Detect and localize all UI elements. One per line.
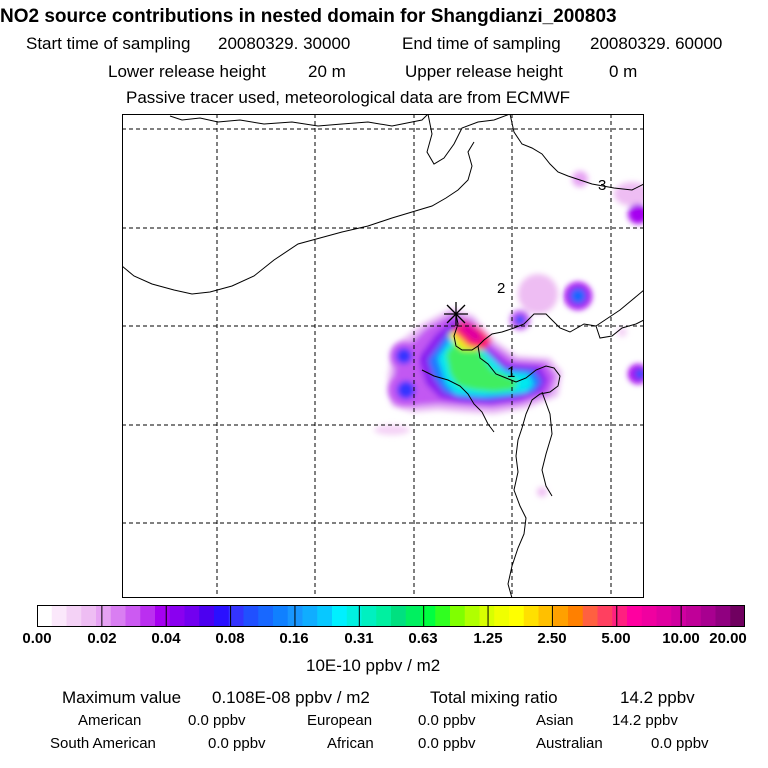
colorbar-swatch (420, 605, 436, 627)
total-mixing-value: 14.2 ppbv (620, 688, 695, 707)
colorbar-swatch (81, 605, 97, 627)
colorbar-tick-label: 20.00 (709, 630, 747, 647)
region-name: African (327, 735, 374, 752)
region-value: 0.0 ppbv (418, 735, 476, 752)
coastline-borders (122, 114, 644, 598)
colorbar-swatch (184, 605, 200, 627)
chart-title: NO2 source contributions in nested domai… (0, 6, 617, 27)
colorbar-swatch (66, 605, 82, 627)
region-name: Australian (536, 735, 603, 752)
colorbar-swatch (435, 605, 451, 627)
colorbar-tick-label: 1.25 (473, 630, 503, 647)
colorbar-swatch (258, 605, 274, 627)
colorbar-swatch (391, 605, 407, 627)
colorbar-swatch (582, 605, 598, 627)
lower-height-label: Lower release height (108, 62, 266, 81)
colorbar-swatch (317, 605, 333, 627)
colorbar-swatch (656, 605, 672, 627)
colorbar-swatch (597, 605, 613, 627)
map-frame (122, 114, 644, 598)
colorbar-frame (37, 605, 745, 627)
colorbar-swatch (686, 605, 702, 627)
colorbar-tick-label: 2.50 (537, 630, 567, 647)
colorbar-swatch (641, 605, 657, 627)
colorbar-swatch (110, 605, 126, 627)
colorbar-tick-label: 0.00 (22, 630, 52, 647)
total-mixing-label: Total mixing ratio (430, 688, 558, 707)
upper-height-label: Upper release height (405, 62, 563, 81)
colorbar-swatch (332, 605, 348, 627)
plume-west-lobes (374, 342, 420, 435)
colorbar-tick-label: 10.00 (662, 630, 700, 647)
colorbar-swatch (450, 605, 466, 627)
colorbar-swatch (700, 605, 716, 627)
colorbar-swatch (509, 605, 525, 627)
colorbar-swatch (376, 605, 392, 627)
colorbar-swatch (273, 605, 289, 627)
map-panel (122, 114, 644, 598)
lower-height-value: 20 m (308, 62, 346, 81)
map-background (122, 114, 644, 598)
colorbar-unit: 10E-10 ppbv / m2 (306, 656, 441, 675)
colorbar-swatch (140, 605, 156, 627)
colorbar-tick-label: 5.00 (601, 630, 631, 647)
tracer-note: Passive tracer used, meteorological data… (126, 88, 571, 107)
colorbar-swatch (214, 605, 230, 627)
start-time-value: 20080329. 30000 (218, 34, 351, 53)
region-value: 14.2 ppbv (612, 712, 678, 729)
colorbar-swatch (155, 605, 171, 627)
colorbar-tick-label: 0.08 (215, 630, 245, 647)
receptor-star-icon (444, 302, 468, 326)
colorbar-swatch (538, 605, 554, 627)
region-name: Asian (536, 712, 574, 729)
grid-lines (122, 114, 644, 598)
region-name: European (307, 712, 373, 729)
upper-height-value: 0 m (609, 62, 638, 81)
colorbar-swatch (302, 605, 318, 627)
colorbar-swatch (96, 605, 112, 627)
marker-label-3: 3 (598, 177, 607, 194)
colorbar-swatch (671, 605, 687, 627)
region-value: 0.0 ppbv (208, 735, 266, 752)
colorbar-tick-label: 0.04 (151, 630, 181, 647)
colorbar-tick-label: 0.16 (279, 630, 309, 647)
marker-label-1: 1 (507, 364, 516, 381)
colorbar-swatch (464, 605, 480, 627)
colorbar-tick-label: 0.31 (344, 630, 374, 647)
colorbar-tick-label: 0.02 (87, 630, 117, 647)
colorbar-swatch (361, 605, 377, 627)
colorbar-swatch (243, 605, 259, 627)
end-time-label: End time of sampling (402, 34, 561, 53)
marker-label-2: 2 (497, 280, 506, 297)
region-name: American (78, 712, 142, 729)
colorbar-swatch (730, 605, 745, 627)
colorbar (37, 605, 745, 627)
colorbar-swatch (228, 605, 244, 627)
colorbar-tick-label: 0.63 (408, 630, 438, 647)
colorbar-swatch (199, 605, 215, 627)
region-value: 0.0 ppbv (418, 712, 476, 729)
max-value: 0.108E-08 ppbv / m2 (212, 688, 370, 707)
max-value-label: Maximum value (62, 688, 182, 707)
colorbar-swatch (125, 605, 141, 627)
colorbar-swatch (568, 605, 584, 627)
region-value: 0.0 ppbv (651, 735, 709, 752)
colorbar-swatch (523, 605, 539, 627)
colorbar-swatch (553, 605, 569, 627)
colorbar-swatch (627, 605, 643, 627)
colorbar-swatch (169, 605, 185, 627)
colorbar-swatch (51, 605, 67, 627)
colorbar-swatch (715, 605, 731, 627)
colorbar-swatch (37, 605, 53, 627)
colorbar-swatch (346, 605, 362, 627)
end-time-value: 20080329. 60000 (590, 34, 723, 53)
colorbar-swatch (405, 605, 421, 627)
region-name: South American (50, 735, 156, 752)
start-time-label: Start time of sampling (26, 34, 191, 53)
colorbar-swatch (479, 605, 495, 627)
colorbar-swatch (612, 605, 628, 627)
region-value: 0.0 ppbv (188, 712, 246, 729)
colorbar-swatch (494, 605, 510, 627)
